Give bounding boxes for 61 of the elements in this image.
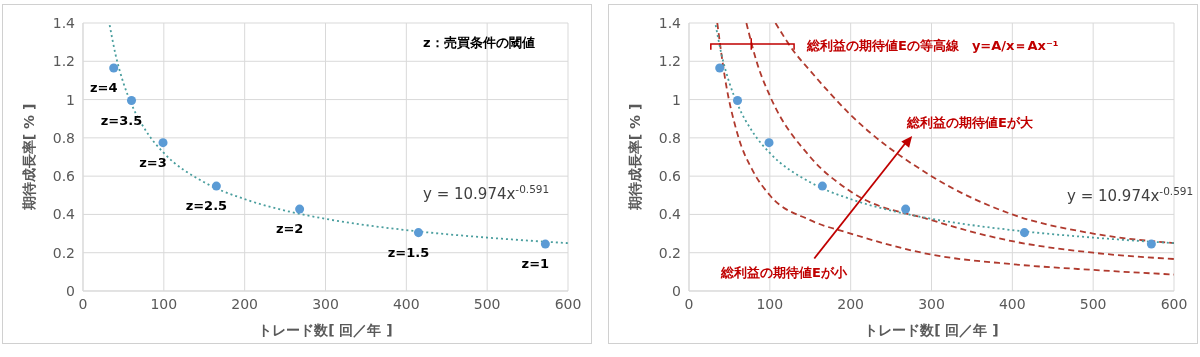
x-tick-label: 100 [150, 295, 178, 312]
annotation: 総利益の期待値Eの等高線 y=A/x＝Ax⁻¹ [806, 38, 1059, 53]
x-axis-title: トレード数[ 回／年 ] [864, 322, 999, 338]
y-tick-label: 1.4 [52, 14, 76, 31]
point [901, 204, 911, 214]
point [126, 96, 137, 106]
x-tick-label: 500 [1079, 295, 1107, 312]
point [211, 181, 221, 191]
y-axis-title: 期待成長率[ % ] [626, 103, 643, 212]
point [413, 228, 423, 238]
point [764, 138, 774, 148]
y-tick-label: 0.2 [52, 244, 75, 261]
x-axis-title: トレード数[ 回／年 ] [258, 322, 393, 338]
point [109, 63, 119, 73]
x-tick-label: 600 [1160, 295, 1188, 312]
x-tick-label: 400 [392, 295, 420, 312]
annotation: y = 10.974x$^{-0.591}$ [423, 183, 550, 203]
x-tick-label: 500 [473, 295, 501, 312]
annotation: z=2 [275, 221, 304, 237]
y-tick-label: 0.8 [52, 129, 75, 146]
y-tick-label: 0.8 [658, 129, 681, 146]
annotation: z=1.5 [387, 244, 430, 260]
y-tick-label: 1 [66, 91, 75, 108]
y-tick-label: 0 [672, 282, 681, 299]
annotation: z=3.5 [100, 112, 143, 128]
y-tick-label: 1.2 [52, 53, 75, 70]
y-tick-label: 1.4 [658, 14, 682, 31]
y-tick-label: 0.6 [52, 168, 76, 185]
x-tick-label: 200 [837, 295, 865, 312]
annotation: 総利益の期待値Eが小 [720, 265, 848, 280]
annotation: z=3 [139, 154, 167, 170]
x-tick-label: 200 [231, 295, 259, 312]
annotation: z=1 [521, 256, 550, 272]
x-tick-label: 400 [998, 295, 1026, 312]
y-tick-label: 0.2 [658, 244, 681, 261]
x-tick-label: 0 [684, 295, 694, 312]
annotation: 総利益の期待値Eが大 [906, 115, 1034, 130]
point [817, 181, 827, 191]
y-tick-label: 0.4 [658, 206, 682, 223]
point [732, 96, 743, 106]
point [715, 63, 725, 73]
point [158, 138, 168, 148]
point [1019, 228, 1029, 238]
y-tick-label: 0 [66, 282, 75, 299]
x-tick-label: 600 [554, 295, 582, 312]
point [295, 204, 305, 214]
annotation: y = 10.974x$^{-0.591}$ [1067, 185, 1194, 205]
y-tick-label: 0.6 [658, 168, 682, 185]
y-tick-label: 1 [672, 91, 681, 108]
x-tick-label: 100 [756, 295, 784, 312]
point [1146, 239, 1156, 249]
point [540, 239, 550, 249]
y-axis-title: 期待成長率[ % ] [20, 103, 37, 212]
annotation: z：売買条件の閾値 [423, 35, 535, 50]
x-tick-label: 300 [918, 295, 945, 312]
annotation: z=4 [89, 79, 118, 95]
y-tick-label: 1.2 [658, 53, 681, 70]
annotation: z=2.5 [185, 198, 228, 214]
x-tick-label: 0 [78, 295, 88, 312]
y-tick-label: 0.4 [52, 206, 76, 223]
x-tick-label: 300 [312, 295, 339, 312]
